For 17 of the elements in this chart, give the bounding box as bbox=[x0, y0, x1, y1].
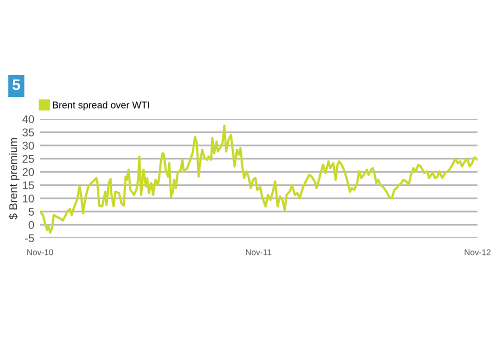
y-tick-label: 20 bbox=[22, 168, 34, 176]
y-axis-title: $ Brent premium bbox=[8, 138, 20, 220]
y-tick-label: 25 bbox=[22, 154, 34, 163]
y-tick-label: 10 bbox=[22, 194, 34, 202]
y-tick-label: -5 bbox=[25, 234, 34, 242]
text: 5 bbox=[12, 79, 20, 90]
y-tick-label: 15 bbox=[22, 181, 34, 190]
y-tick-label: 40 bbox=[22, 115, 34, 124]
legend-label: Brent spread over WTI bbox=[52, 101, 150, 110]
x-tick-label: Nov-11 bbox=[246, 249, 272, 256]
y-tick-label: 0 bbox=[28, 221, 34, 229]
line-series bbox=[40, 124, 478, 234]
x-tick-label: Nov-12 bbox=[464, 249, 491, 256]
x-tick-label: Nov-10 bbox=[27, 249, 54, 256]
y-tick-label: 35 bbox=[22, 128, 34, 136]
y-tick-label: 30 bbox=[22, 142, 34, 150]
y-tick-label: 5 bbox=[28, 208, 34, 216]
